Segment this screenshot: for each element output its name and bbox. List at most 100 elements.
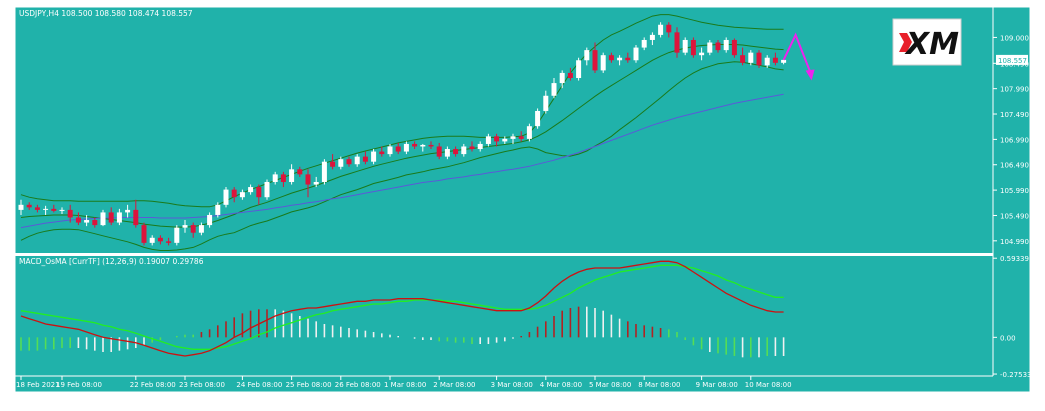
candle-body	[502, 138, 508, 142]
candle-body	[764, 57, 770, 66]
candle-body	[387, 146, 393, 155]
candle-body	[125, 209, 131, 213]
candle-body	[256, 187, 262, 198]
candle-body	[625, 57, 631, 61]
time-axis-panel	[15, 376, 1030, 392]
candle-body	[18, 204, 24, 210]
time-axis-label: 3 Mar 08:00	[491, 381, 533, 389]
forecast-arrow	[782, 32, 813, 76]
current-price-box	[996, 54, 1028, 65]
bollinger-upper-line	[20, 14, 784, 208]
candle-body	[133, 209, 139, 226]
candle-body	[264, 181, 270, 198]
candle-body	[518, 136, 524, 139]
macd-plot	[20, 260, 785, 358]
candle-body	[26, 204, 32, 208]
time-axis-label: 26 Feb 08:00	[335, 381, 381, 389]
candle-body	[576, 60, 582, 79]
candle-body	[715, 42, 721, 51]
candle-body	[723, 39, 729, 51]
candle-body	[428, 144, 434, 147]
price-axis-label: 106.490	[1000, 162, 1029, 170]
candle-body	[207, 214, 213, 226]
time-axis-label: 2 Mar 08:00	[433, 381, 475, 389]
candle-body	[305, 174, 311, 185]
xm-logo-mark	[899, 33, 912, 52]
time-axis-label: 25 Feb 08:00	[286, 381, 332, 389]
candle-body	[551, 83, 557, 96]
candle-body	[362, 156, 368, 162]
candle-body	[108, 212, 114, 223]
forecast-arrow-head	[805, 69, 815, 81]
time-axis-label: 8 Mar 08:00	[638, 381, 680, 389]
candle-body	[731, 39, 737, 56]
moving-average-line	[20, 93, 784, 229]
candle-body	[34, 207, 40, 210]
candle-body	[280, 174, 286, 182]
candle-body	[526, 126, 532, 139]
candle-body	[674, 32, 680, 53]
time-axis-label: 4 Mar 08:00	[540, 381, 582, 389]
candle-body	[223, 189, 229, 205]
candle-body	[330, 161, 336, 167]
candle-body	[453, 149, 459, 155]
candle-body	[141, 225, 147, 243]
macd-signal-line	[20, 264, 784, 350]
candle-body	[658, 24, 664, 35]
candle-body	[494, 136, 500, 142]
candle-body	[461, 146, 467, 155]
time-axis-label: 1 Mar 08:00	[384, 381, 426, 389]
candle-body	[469, 146, 475, 150]
candle-body	[59, 209, 65, 211]
bollinger-middle-line	[20, 44, 784, 228]
candle-body	[51, 208, 57, 211]
candle-body	[239, 192, 245, 198]
candle-body	[92, 220, 98, 226]
time-axis-label: 10 Mar 08:00	[745, 381, 792, 389]
candle-body	[772, 57, 778, 63]
time-axis-label: 22 Feb 08:00	[130, 381, 176, 389]
candle-body	[157, 237, 163, 242]
time-axis-label: 9 Mar 08:00	[696, 381, 738, 389]
macd-axis-label: -0.27533	[1000, 371, 1031, 379]
price-plot	[18, 14, 815, 251]
candle-body	[354, 156, 360, 165]
macd-panel[interactable]	[15, 256, 993, 376]
candle-body	[666, 24, 672, 33]
xm-logo-text: XM	[904, 27, 959, 62]
candle-body	[641, 39, 647, 48]
price-axis-label: 107.490	[1000, 111, 1029, 119]
candle-body	[559, 72, 565, 84]
price-axis-label: 105.490	[1000, 212, 1029, 220]
price-axis-panel	[993, 7, 1030, 376]
candle-body	[289, 169, 295, 182]
candle-body	[174, 227, 180, 243]
candle-body	[297, 169, 303, 175]
candle-body	[412, 143, 418, 147]
candle-body	[436, 146, 442, 157]
candle-body	[608, 55, 614, 61]
candle-body	[690, 39, 696, 56]
candle-body	[543, 95, 549, 111]
candle-body	[75, 217, 81, 223]
candle-body	[510, 136, 516, 139]
price-panel[interactable]	[15, 7, 993, 253]
candle-body	[43, 208, 49, 210]
candle-body	[215, 204, 221, 215]
price-axis-label: 106.990	[1000, 136, 1029, 144]
candle-body	[535, 110, 541, 127]
candle-body	[567, 72, 573, 79]
time-axis-label: 19 Feb 08:00	[56, 381, 102, 389]
axis-labels: 109.000108.490107.990107.490106.990106.4…	[14, 6, 1031, 393]
candle-body	[781, 59, 787, 63]
candle-body	[198, 225, 204, 233]
price-axis-label: 105.990	[1000, 187, 1029, 195]
price-axis-label: 109.000	[1000, 34, 1029, 42]
candle-body	[477, 143, 483, 150]
candle-body	[190, 225, 196, 233]
candle-body	[346, 159, 352, 165]
candle-body	[149, 237, 155, 243]
time-axis-label: 24 Feb 08:00	[236, 381, 282, 389]
